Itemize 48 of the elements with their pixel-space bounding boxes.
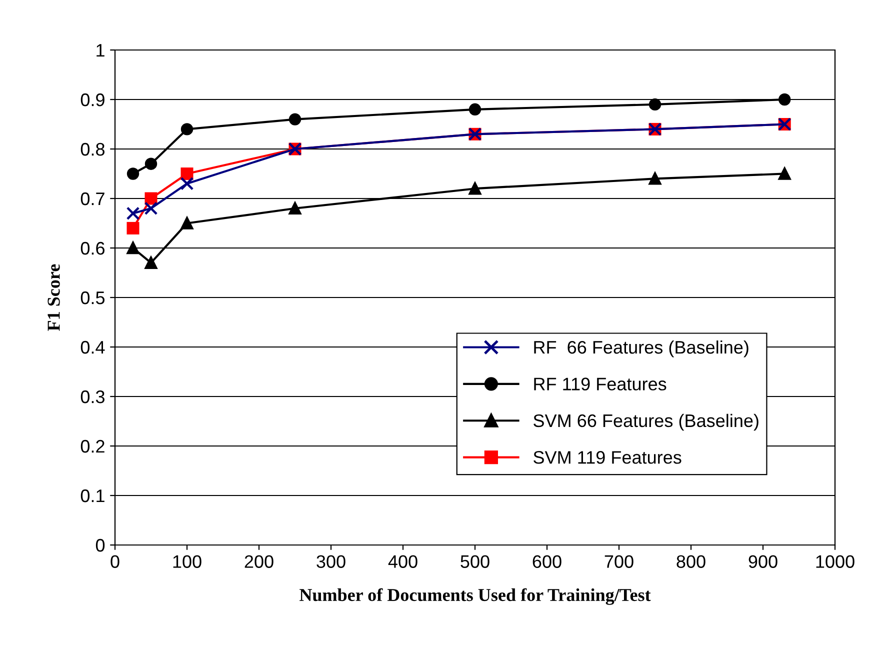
- y-tick-label: 0: [96, 538, 105, 552]
- y-tick-label: 0.5: [80, 291, 105, 304]
- point: [180, 168, 194, 180]
- y-tick-label: 0.7: [80, 192, 104, 206]
- point: [648, 172, 662, 185]
- x-tick-label: 400: [388, 555, 418, 568]
- point: [288, 113, 302, 126]
- y-axis-title: F1 Score: [48, 264, 60, 331]
- x-tick-label: 600: [532, 555, 562, 568]
- point: [126, 242, 140, 254]
- x-tick-label: 800: [676, 555, 706, 568]
- point: [468, 103, 482, 116]
- x-tick-label: 200: [244, 555, 274, 568]
- point: [180, 123, 194, 136]
- legend-label: RF 119 Features: [534, 378, 666, 390]
- point: [778, 93, 791, 106]
- x-tick-label: 100: [173, 555, 202, 568]
- y-tick-label: 1: [96, 44, 104, 57]
- x-tick-label: 900: [748, 555, 778, 568]
- y-tick-label: 0.8: [80, 142, 104, 156]
- legend-label: SVM 119 Features: [534, 451, 682, 464]
- y-tick-label: 0.4: [80, 340, 105, 354]
- point: [180, 217, 194, 230]
- point: [144, 158, 158, 170]
- x-tick-label: 500: [460, 555, 490, 568]
- y-tick-label: 0.6: [80, 242, 104, 255]
- point: [778, 168, 791, 180]
- x-tick-label: 0: [110, 555, 120, 568]
- legend-label: RF 66 Features (Baseline): [534, 340, 748, 358]
- point: [126, 168, 140, 180]
- point: [648, 98, 662, 111]
- y-tick-label: 0.9: [80, 93, 104, 106]
- point: [126, 222, 140, 234]
- point: [144, 192, 158, 205]
- point: [126, 206, 140, 220]
- y-tick-label: 0.2: [80, 440, 104, 453]
- point: [180, 176, 194, 190]
- y-tick-label: 0.3: [80, 390, 104, 404]
- x-tick-label: 300: [316, 555, 346, 568]
- point: [288, 202, 302, 215]
- legend-label: SVM 66 Features (Baseline): [534, 414, 758, 431]
- point: [468, 182, 482, 195]
- point: [144, 256, 158, 269]
- x-axis-title: Number of Documents Used for Training/Test: [300, 588, 651, 605]
- x-tick-label: 700: [604, 555, 634, 568]
- y-tick-label: 0.1: [80, 489, 104, 502]
- point: [144, 202, 158, 216]
- x-tick-label: 1000: [816, 555, 854, 568]
